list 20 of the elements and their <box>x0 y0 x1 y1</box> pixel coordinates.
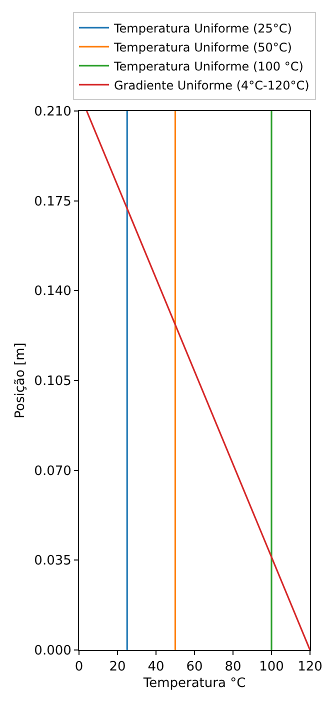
x-tick-label: 100 <box>259 660 284 675</box>
y-axis-title: Posição [m] <box>13 342 28 418</box>
y-tick-label: 0.175 <box>34 194 72 210</box>
legend-label: Temperatura Uniforme (50°C) <box>113 40 292 54</box>
x-tick-label: 120 <box>298 660 322 675</box>
x-tick-label: 0 <box>74 660 84 675</box>
legend-label: Temperatura Uniforme (100 °C) <box>113 59 304 74</box>
y-tick-label: 0.035 <box>34 554 72 569</box>
y-tick-label: 0.000 <box>34 644 72 659</box>
y-tick-label: 0.210 <box>34 104 72 120</box>
y-tick-label: 0.140 <box>34 284 72 300</box>
legend-label: Gradiente Uniforme (4°C-120°C) <box>114 78 310 92</box>
legend-label: Temperatura Uniforme (25°C) <box>113 21 292 36</box>
x-tick-label: 60 <box>186 660 203 675</box>
x-tick-label: 80 <box>224 660 242 675</box>
y-tick-label: 0.070 <box>34 464 72 479</box>
x-tick-label: 20 <box>109 660 126 675</box>
x-tick-label: 40 <box>148 660 164 675</box>
y-tick-label: 0.105 <box>34 374 72 390</box>
x-axis-title: Temperatura °C <box>142 676 246 692</box>
